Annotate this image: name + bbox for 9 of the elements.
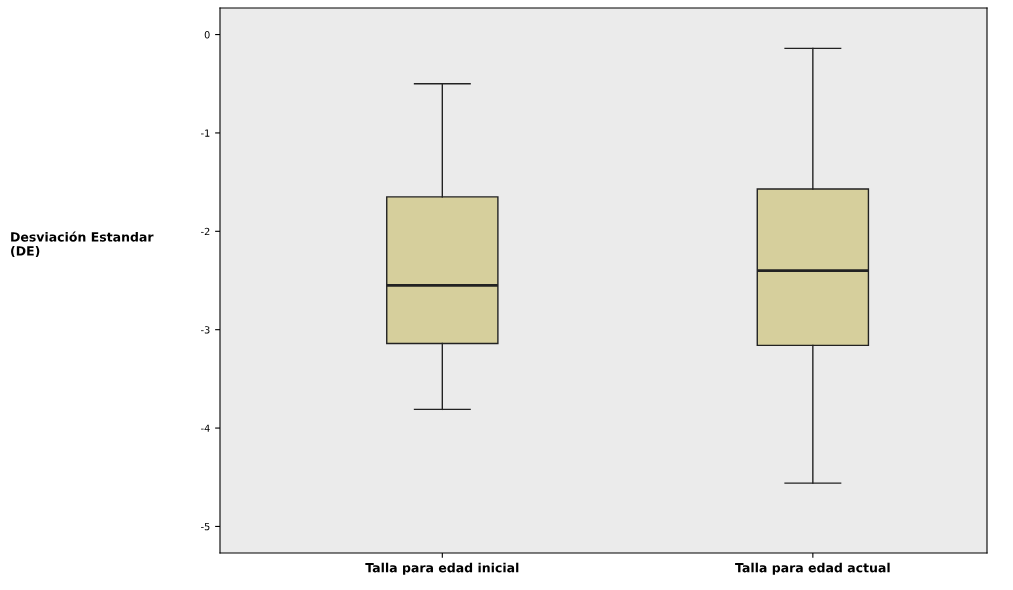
y-tick-label: -3 xyxy=(201,326,210,334)
y-tick-label: -5 xyxy=(201,523,210,531)
y-tick-label: -2 xyxy=(201,227,210,236)
y-tick-label: -4 xyxy=(201,424,210,432)
y-tick-label: 0 xyxy=(204,31,210,39)
x-tick-label: Talla para edad actual xyxy=(735,562,890,575)
y-tick-label: -1 xyxy=(201,129,210,137)
y-axis-title: Desviación Estandar (DE) xyxy=(11,231,154,258)
x-tick-label: Talla para edad inicial xyxy=(365,562,519,575)
